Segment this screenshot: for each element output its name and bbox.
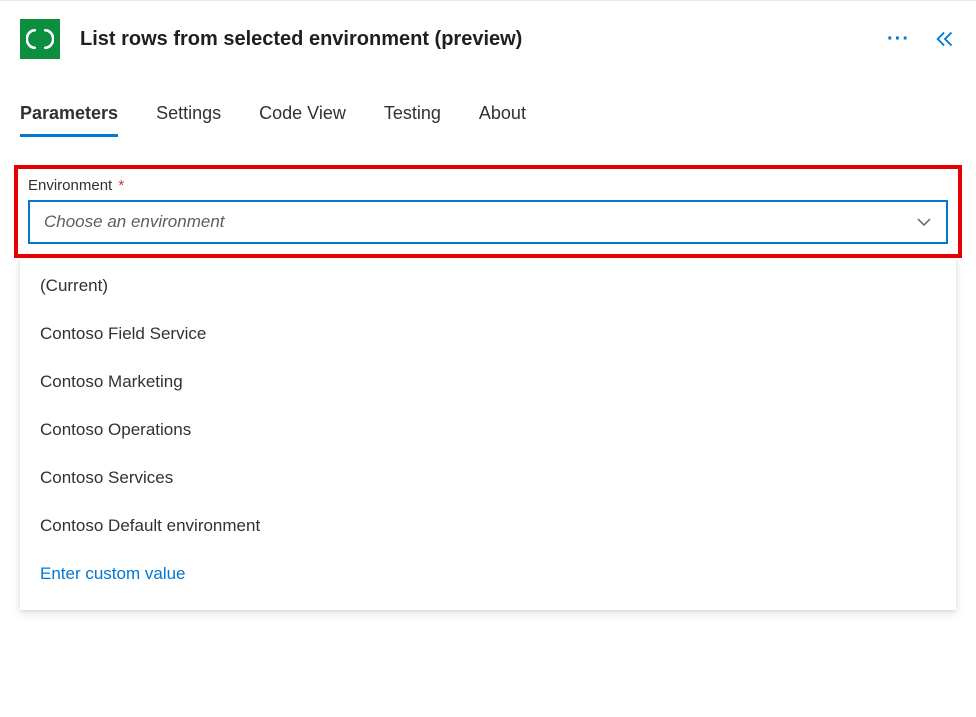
tab-parameters[interactable]: Parameters	[20, 103, 118, 137]
option-contoso-default[interactable]: Contoso Default environment	[20, 502, 956, 550]
tab-code-view[interactable]: Code View	[259, 103, 346, 137]
header-actions: ···	[887, 28, 956, 50]
option-contoso-operations[interactable]: Contoso Operations	[20, 406, 956, 454]
option-contoso-marketing[interactable]: Contoso Marketing	[20, 358, 956, 406]
environment-label: Environment *	[28, 177, 948, 194]
environment-field-highlight: Environment * Choose an environment	[14, 165, 962, 258]
option-current[interactable]: (Current)	[20, 262, 956, 310]
environment-label-text: Environment	[28, 177, 112, 194]
option-enter-custom-value[interactable]: Enter custom value	[20, 550, 956, 598]
dropdown-placeholder: Choose an environment	[44, 212, 225, 232]
tab-testing[interactable]: Testing	[384, 103, 441, 137]
tab-bar: Parameters Settings Code View Testing Ab…	[0, 73, 976, 137]
more-actions-button[interactable]: ···	[887, 29, 910, 49]
chevron-double-left-icon	[934, 28, 956, 50]
required-indicator: *	[118, 177, 124, 194]
panel-header: List rows from selected environment (pre…	[0, 1, 976, 73]
chevron-down-icon	[916, 214, 932, 230]
dataverse-icon	[20, 19, 60, 59]
option-contoso-field-service[interactable]: Contoso Field Service	[20, 310, 956, 358]
panel-title: List rows from selected environment (pre…	[80, 28, 887, 51]
environment-dropdown[interactable]: Choose an environment	[28, 200, 948, 244]
collapse-button[interactable]	[934, 28, 956, 50]
environment-options-panel: (Current) Contoso Field Service Contoso …	[20, 258, 956, 610]
option-contoso-services[interactable]: Contoso Services	[20, 454, 956, 502]
tab-settings[interactable]: Settings	[156, 103, 221, 137]
tab-about[interactable]: About	[479, 103, 526, 137]
